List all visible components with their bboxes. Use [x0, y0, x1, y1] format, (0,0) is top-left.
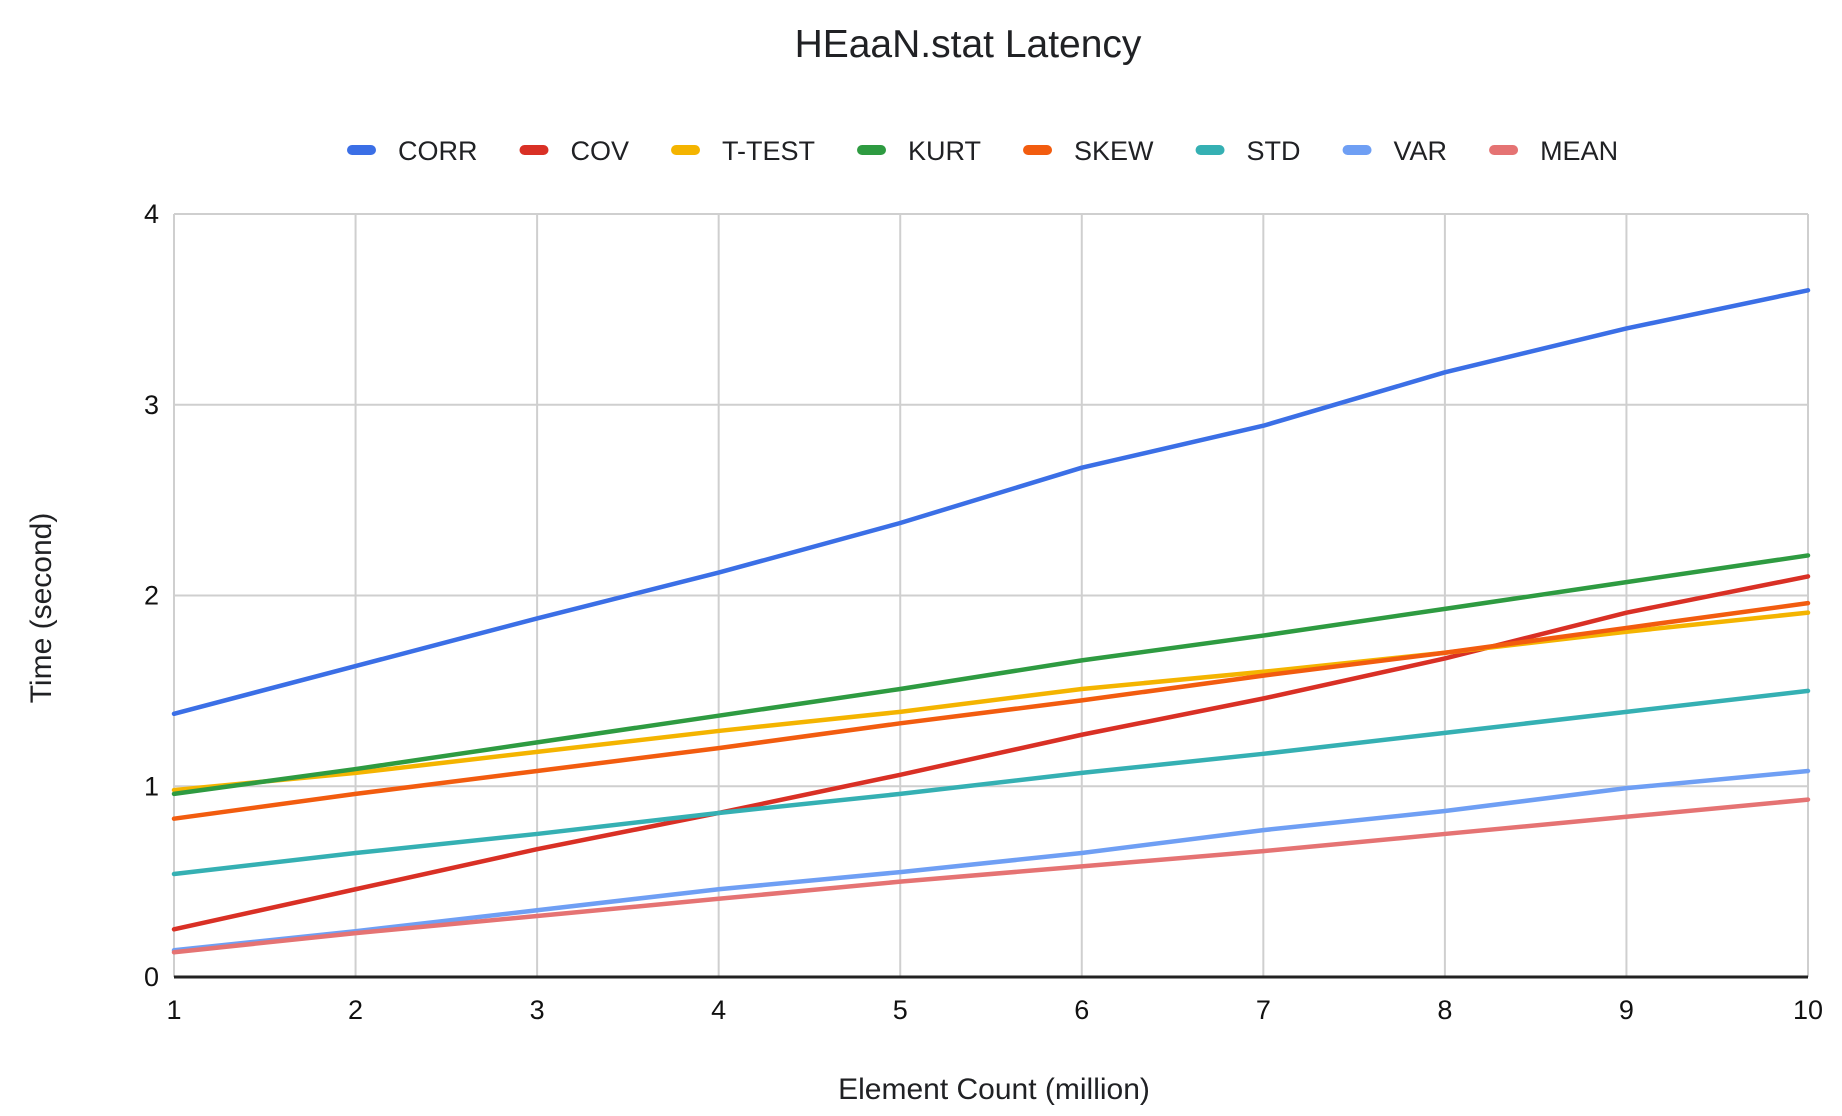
y-axis-title: Time (second) [25, 513, 58, 704]
x-axis-title: Element Count (million) [838, 1073, 1150, 1106]
chart-title: HEaaN.stat Latency [795, 23, 1142, 66]
series-line-mean [171, 797, 1811, 955]
x-tick-label-10: 10 [1793, 995, 1823, 1025]
x-tick-label-7: 7 [1256, 995, 1271, 1025]
legend-label-var: VAR [1394, 136, 1448, 166]
legend-label-kurt: KURT [908, 136, 981, 166]
x-tick-label-8: 8 [1437, 995, 1452, 1025]
series-line-cov [171, 574, 1811, 932]
x-tick-label-4: 4 [711, 995, 726, 1025]
x-tick-label-5: 5 [893, 995, 908, 1025]
series-line-skew [171, 600, 1811, 821]
legend-swatch-kurt [857, 145, 887, 155]
legend-item-cov[interactable]: COV [519, 136, 630, 166]
legend-item-mean[interactable]: MEAN [1489, 136, 1618, 166]
legend-swatch-t-test [671, 145, 701, 155]
legend-swatch-skew [1023, 145, 1053, 155]
legend-swatch-std [1195, 145, 1225, 155]
series-line-kurt [171, 553, 1811, 797]
grid-lines [173, 213, 1809, 977]
series-line-std [171, 688, 1811, 877]
x-tick-label-2: 2 [348, 995, 363, 1025]
legend-label-t-test: T-TEST [722, 136, 815, 166]
series-line-var [171, 768, 1811, 953]
legend-swatch-mean [1489, 145, 1519, 155]
legend-label-corr: CORR [398, 136, 478, 166]
legend-item-corr[interactable]: CORR [347, 136, 478, 166]
legend-swatch-var [1342, 145, 1372, 155]
legend-item-var[interactable]: VAR [1342, 136, 1448, 166]
legend-label-skew: SKEW [1074, 136, 1154, 166]
x-tick-label-3: 3 [530, 995, 545, 1025]
y-tick-label-0: 0 [144, 962, 159, 992]
x-tick-label-6: 6 [1074, 995, 1089, 1025]
legend-swatch-corr [347, 145, 376, 155]
y-tick-label-2: 2 [144, 581, 159, 611]
y-tick-label-4: 4 [144, 199, 159, 229]
legend-item-t-test[interactable]: T-TEST [671, 136, 815, 166]
legend-item-std[interactable]: STD [1195, 136, 1301, 166]
legend-label-mean: MEAN [1540, 136, 1618, 166]
legend-label-cov: COV [571, 136, 630, 166]
y-tick-label-3: 3 [144, 390, 159, 420]
x-tick-label-9: 9 [1619, 995, 1634, 1025]
legend-item-kurt[interactable]: KURT [857, 136, 981, 166]
legend: CORR COV T-TEST KURT SKEW STD VAR MEAN [347, 136, 1618, 166]
legend-swatch-cov [519, 145, 549, 155]
series-lines [171, 288, 1811, 955]
legend-label-std: STD [1247, 136, 1301, 166]
series-line-corr [171, 288, 1811, 717]
x-tick-label-1: 1 [166, 995, 181, 1025]
y-tick-label-1: 1 [144, 771, 159, 801]
legend-item-skew[interactable]: SKEW [1023, 136, 1154, 166]
